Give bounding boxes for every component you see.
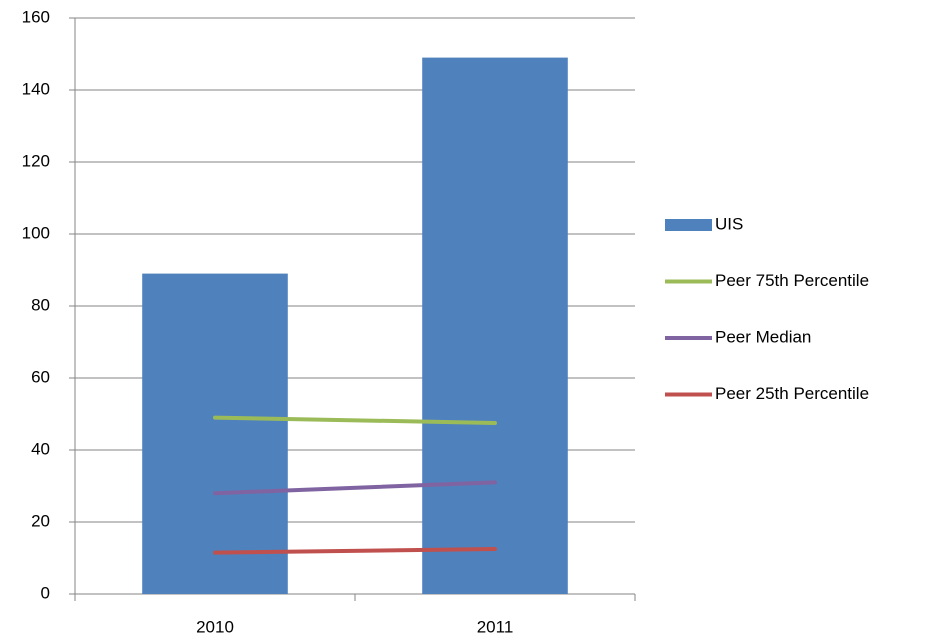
y-tick-label: 0 (41, 583, 50, 602)
y-tick-label: 120 (22, 151, 50, 170)
legend-label: Peer 25th Percentile (715, 384, 869, 403)
y-tick-label: 80 (31, 295, 50, 314)
y-tick-label: 140 (22, 79, 50, 98)
line (213, 415, 497, 425)
x-tick-label: 2011 (477, 617, 514, 636)
legend-swatch (665, 219, 712, 231)
legend-label: UIS (715, 214, 743, 233)
y-tick-label: 60 (31, 367, 50, 386)
bar (422, 57, 568, 595)
y-tick-label: 20 (31, 511, 50, 530)
legend-label: Peer Median (715, 327, 811, 346)
line (213, 480, 497, 496)
y-tick-label: 100 (22, 223, 50, 242)
x-tick-label: 2010 (196, 617, 234, 636)
bar (142, 273, 288, 594)
legend-label: Peer 75th Percentile (715, 271, 869, 290)
y-tick-label: 160 (22, 7, 50, 26)
line (213, 547, 497, 555)
y-tick-label: 40 (31, 439, 50, 458)
